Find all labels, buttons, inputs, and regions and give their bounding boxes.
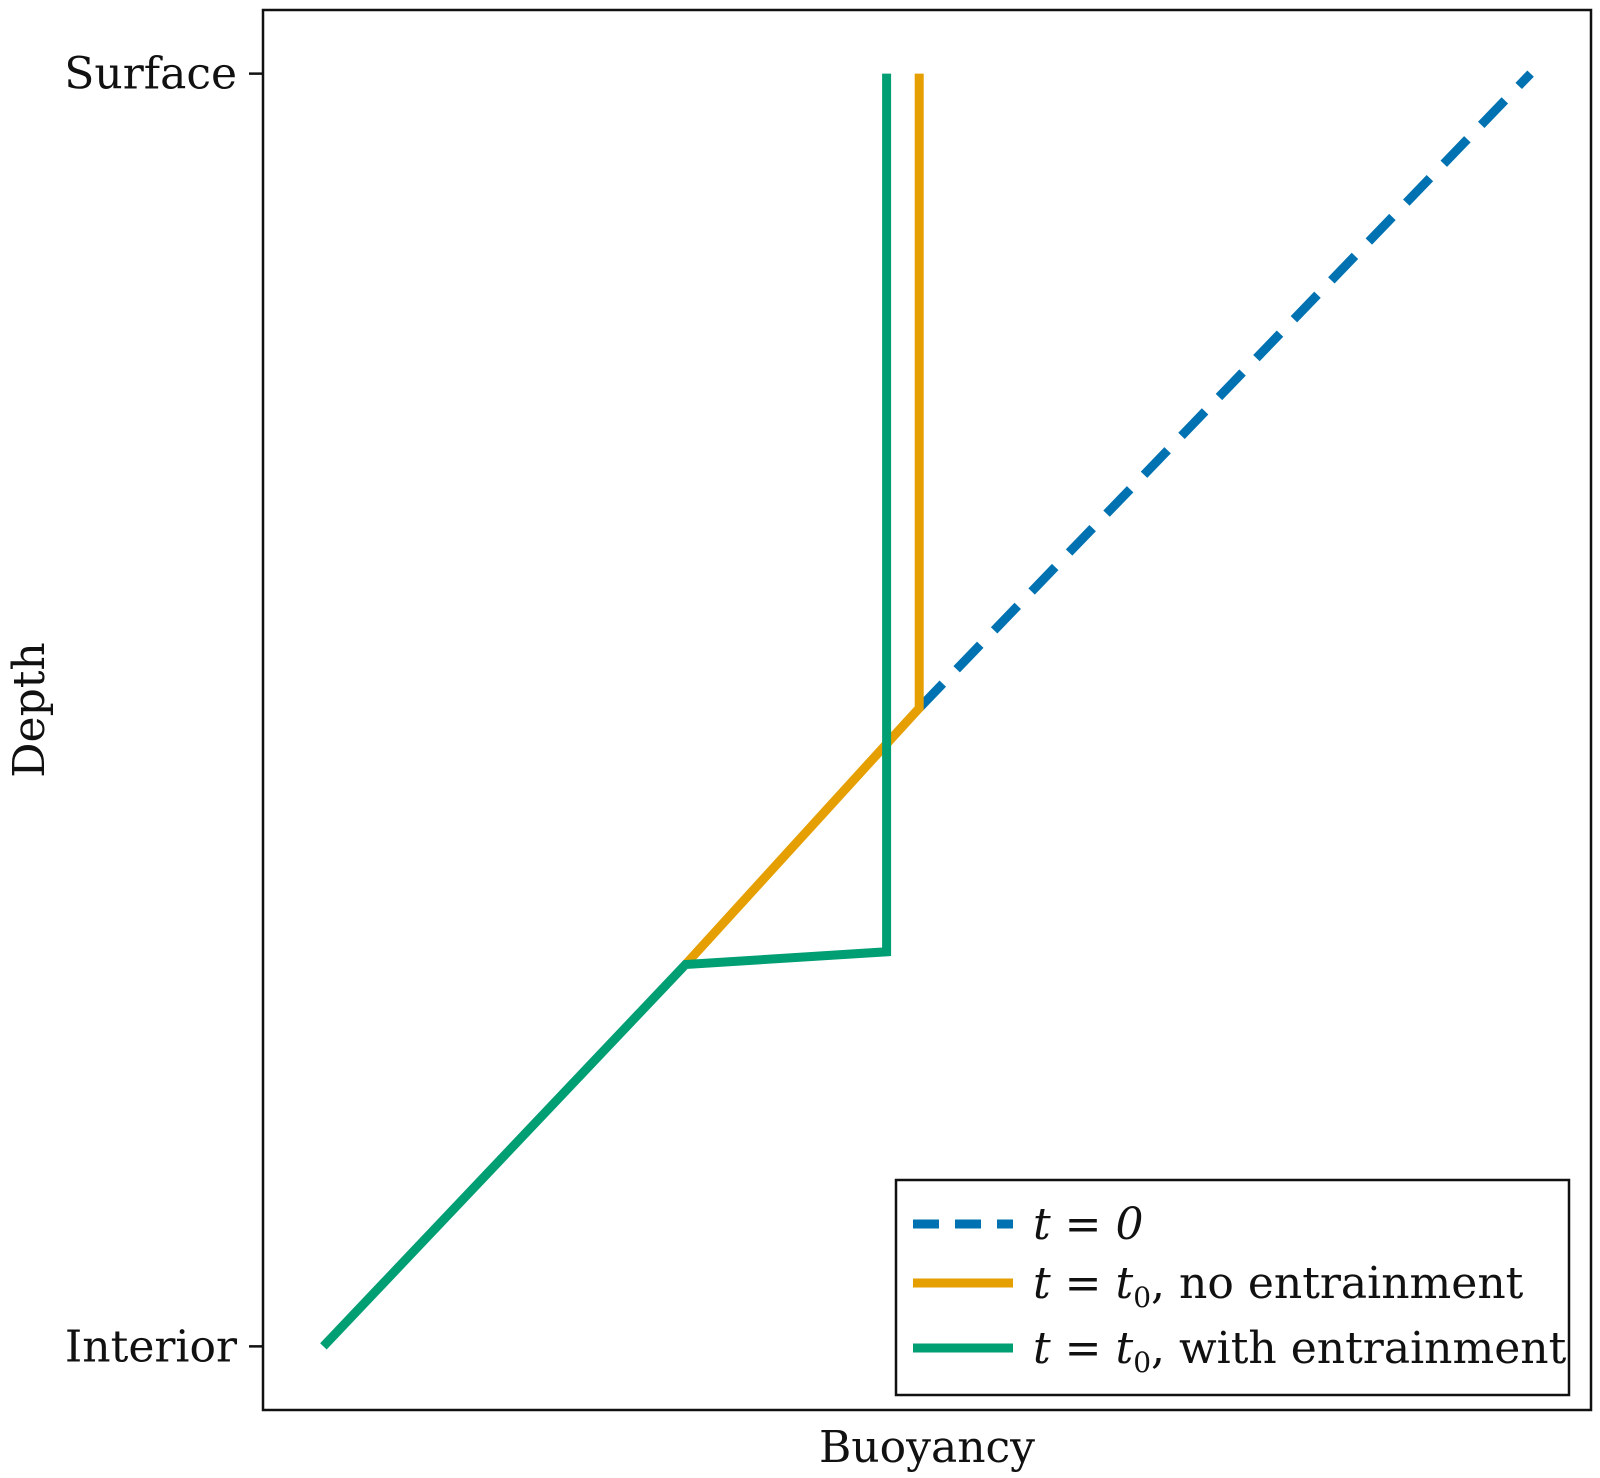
series-line-0 bbox=[915, 70, 1534, 712]
legend: t = 0 t = t0, no entrainment t = t0, with … bbox=[894, 1178, 1571, 1397]
legend-label-2: t = t0, with entrainment bbox=[1033, 1323, 1567, 1379]
series-line-1 bbox=[682, 73, 924, 968]
plot-frame bbox=[261, 8, 1593, 1412]
series-layer bbox=[320, 70, 1534, 1350]
y-ticks: Interior Surface bbox=[64, 49, 263, 1372]
legend-label-1: t = t0, no entrainment bbox=[1033, 1258, 1524, 1314]
y-tick-label-0: Interior bbox=[65, 1321, 238, 1372]
y-tick-label-1: Surface bbox=[64, 49, 237, 100]
series-line-2 bbox=[320, 73, 892, 1350]
y-axis-label: Depth bbox=[4, 642, 55, 778]
legend-label-0: t = 0 bbox=[1033, 1199, 1144, 1250]
x-axis-label: Buoyancy bbox=[819, 1422, 1035, 1473]
